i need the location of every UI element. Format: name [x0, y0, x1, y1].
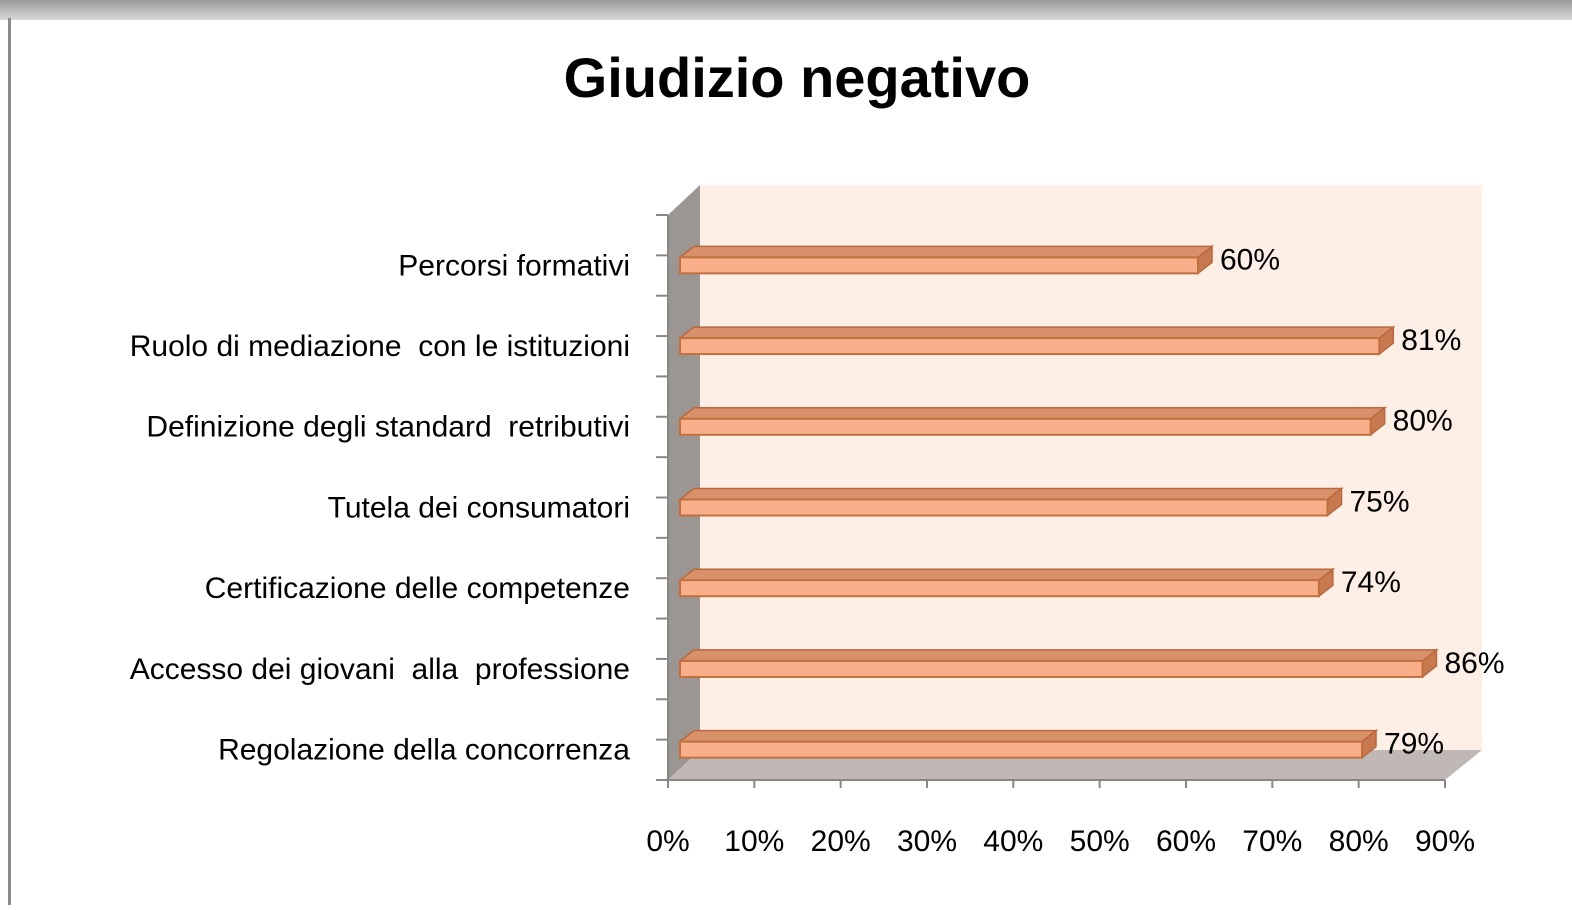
bar — [679, 498, 1329, 517]
bar-top — [677, 649, 1439, 662]
x-tick-label: 10% — [724, 825, 784, 858]
window-border-left — [8, 18, 11, 905]
value-label: 75% — [1350, 485, 1410, 518]
back-wall — [700, 185, 1482, 750]
value-label: 86% — [1444, 647, 1504, 680]
bar — [679, 659, 1424, 678]
y-tick-label: Definizione degli standard retributivi — [146, 411, 630, 444]
value-label: 60% — [1220, 243, 1280, 276]
x-tick-label: 0% — [646, 825, 689, 858]
value-label: 79% — [1384, 728, 1444, 761]
y-tick-label: Regolazione della concorrenza — [218, 734, 630, 767]
window-border — [0, 0, 1572, 20]
y-tick-label: Accesso dei giovani alla professione — [130, 653, 630, 686]
x-tick-label: 70% — [1242, 825, 1302, 858]
bar — [679, 256, 1199, 275]
bar — [679, 740, 1364, 759]
x-tick-label: 30% — [897, 825, 957, 858]
x-tick-label: 60% — [1156, 825, 1216, 858]
bar — [679, 579, 1320, 598]
value-label: 80% — [1393, 405, 1453, 438]
bar — [679, 417, 1372, 436]
bar-top — [677, 729, 1379, 743]
y-tick-label: Ruolo di mediazione con le istituzioni — [130, 330, 630, 363]
x-tick-label: 20% — [811, 825, 871, 858]
x-tick-label: 80% — [1329, 825, 1389, 858]
x-tick-label: 90% — [1415, 825, 1475, 858]
bar-top — [677, 568, 1336, 581]
bar-top — [677, 245, 1215, 259]
bar-top — [677, 487, 1344, 501]
y-tick-label: Certificazione delle competenze — [205, 572, 630, 605]
bar-top — [677, 326, 1396, 339]
value-label: 74% — [1341, 566, 1401, 599]
bar-top — [677, 407, 1387, 420]
chart-title: Giudizio negativo — [564, 46, 1031, 109]
x-tick-label: 40% — [983, 825, 1043, 858]
y-tick-label: Tutela dei consumatori — [328, 491, 630, 524]
x-tick-label: 50% — [1070, 825, 1130, 858]
y-tick-label: Percorsi formativi — [398, 249, 630, 282]
bar — [679, 337, 1381, 356]
value-label: 81% — [1401, 324, 1461, 357]
